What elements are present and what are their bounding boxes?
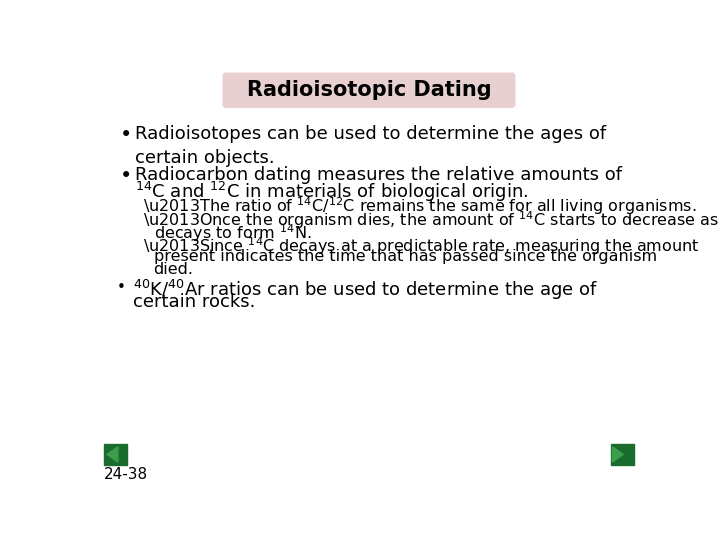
Bar	[611, 444, 634, 465]
Text: died.: died.	[153, 262, 194, 277]
Text: decays to form $^{14}$N.: decays to form $^{14}$N.	[153, 222, 311, 244]
Bar	[104, 444, 127, 465]
Polygon shape	[612, 447, 624, 462]
Text: \u2013Once the organism dies, the amount of $^{14}$C starts to decrease as it: \u2013Once the organism dies, the amount…	[143, 210, 720, 231]
Text: $^{14}$C and $^{12}$C in materials of biological origin.: $^{14}$C and $^{12}$C in materials of bi…	[135, 180, 528, 205]
Text: •: •	[120, 166, 132, 186]
Text: •: •	[117, 280, 126, 295]
Text: Radioisotopic Dating: Radioisotopic Dating	[247, 80, 491, 100]
Text: $^{40}$K/$^{40}$Ar ratios can be used to determine the age of: $^{40}$K/$^{40}$Ar ratios can be used to…	[132, 278, 598, 302]
Text: Radioisotopes can be used to determine the ages of
certain objects.: Radioisotopes can be used to determine t…	[135, 125, 606, 167]
Text: Radiocarbon dating measures the relative amounts of: Radiocarbon dating measures the relative…	[135, 166, 622, 185]
Polygon shape	[107, 447, 118, 462]
Text: certain rocks.: certain rocks.	[132, 293, 255, 310]
Text: •: •	[120, 125, 132, 145]
Text: 24-38: 24-38	[104, 467, 148, 482]
Text: \u2013The ratio of $^{14}$C/$^{12}$C remains the same for all living organisms.: \u2013The ratio of $^{14}$C/$^{12}$C rem…	[143, 195, 696, 218]
Text: present indicates the time that has passed since the organism: present indicates the time that has pass…	[153, 249, 657, 264]
FancyBboxPatch shape	[222, 72, 516, 108]
Text: \u2013Since $^{14}$C decays at a predictable rate, measuring the amount: \u2013Since $^{14}$C decays at a predict…	[143, 236, 699, 258]
